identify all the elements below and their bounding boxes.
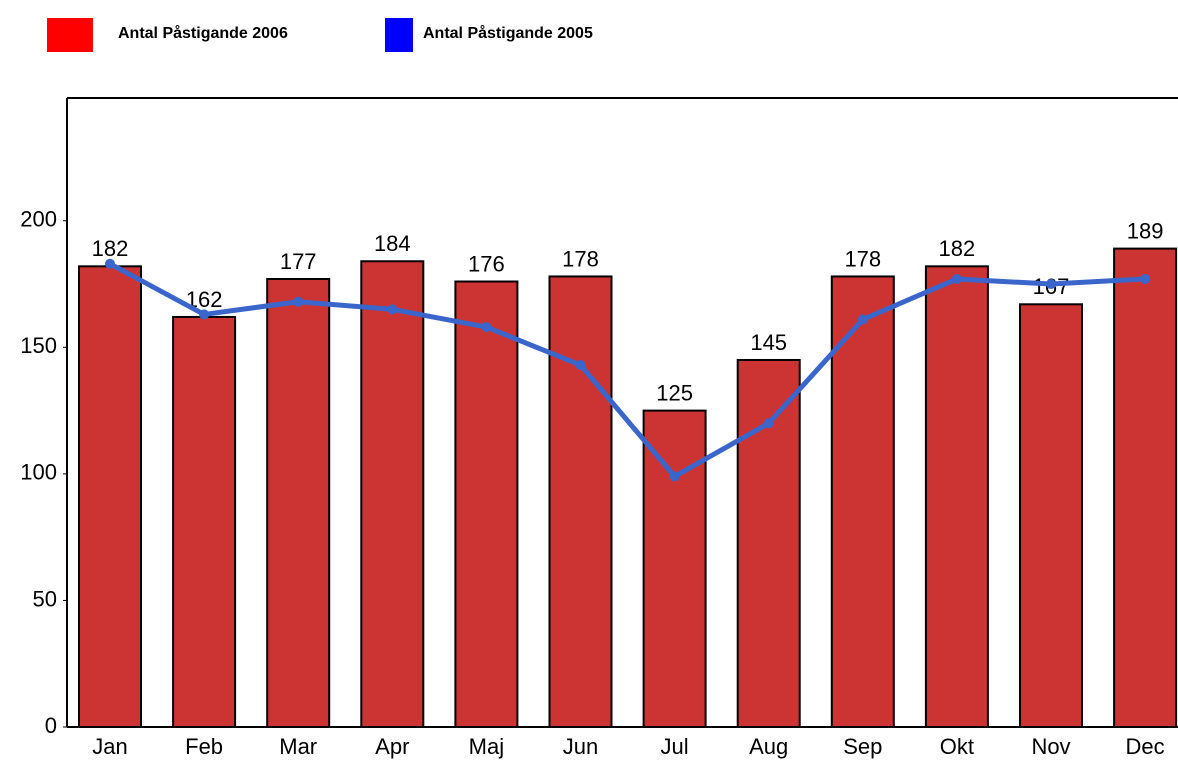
- line-point: [481, 322, 492, 333]
- line-point: [575, 360, 586, 371]
- x-tick-label: Nov: [1031, 734, 1070, 759]
- data-label: 125: [656, 380, 693, 405]
- data-label: 182: [92, 236, 129, 261]
- x-tick-label: Maj: [469, 734, 504, 759]
- y-tick-label: 150: [20, 333, 57, 358]
- bar: [924, 265, 989, 728]
- bar: [360, 260, 425, 728]
- data-label: 184: [374, 231, 411, 256]
- x-tick-label: Feb: [185, 734, 223, 759]
- x-tick-label: Jul: [661, 734, 689, 759]
- bar: [830, 275, 895, 728]
- x-tick-label: Mar: [279, 734, 317, 759]
- line: [108, 261, 1146, 479]
- bar: [736, 358, 801, 728]
- bar: [1113, 247, 1178, 729]
- bar: [1019, 303, 1083, 728]
- x-tick-label: Okt: [940, 734, 974, 759]
- data-label: 178: [844, 246, 881, 271]
- line-point: [1046, 279, 1056, 290]
- line-point: [857, 314, 868, 325]
- data-label: 182: [939, 236, 976, 261]
- data-label: 145: [750, 330, 787, 355]
- bar: [548, 275, 613, 728]
- bar: [642, 409, 707, 728]
- line-point: [387, 304, 398, 315]
- x-tick-label: Jan: [92, 734, 127, 759]
- data-label: 178: [562, 246, 599, 271]
- line-point: [1140, 273, 1151, 284]
- line-point: [199, 309, 210, 320]
- line-point: [951, 273, 962, 284]
- bar: [266, 277, 331, 728]
- y-tick-label: 100: [20, 460, 57, 485]
- line-point: [669, 471, 680, 482]
- data-label: 177: [280, 249, 317, 274]
- x-tick-label: Dec: [1126, 734, 1165, 759]
- x-tick-label: Aug: [749, 734, 788, 759]
- legend-label: Antal Påstigande 2006: [118, 24, 288, 42]
- line-point: [105, 258, 115, 269]
- y-tick-label: 50: [33, 586, 57, 611]
- bar: [454, 280, 519, 728]
- data-label: 189: [1127, 218, 1164, 243]
- line-point: [293, 296, 304, 307]
- legend-swatch: [47, 18, 93, 52]
- line-point: [763, 418, 774, 429]
- y-tick-label: 200: [20, 207, 57, 232]
- x-tick-label: Jun: [563, 734, 598, 759]
- x-tick-label: Sep: [843, 734, 882, 759]
- data-label: 176: [468, 251, 505, 276]
- x-tick-label: Apr: [375, 734, 409, 759]
- legend-swatch: [385, 18, 413, 52]
- bar: [172, 315, 237, 728]
- y-tick-label: 0: [45, 713, 57, 738]
- legend-label: Antal Påstigande 2005: [423, 24, 593, 42]
- bar: [78, 265, 142, 728]
